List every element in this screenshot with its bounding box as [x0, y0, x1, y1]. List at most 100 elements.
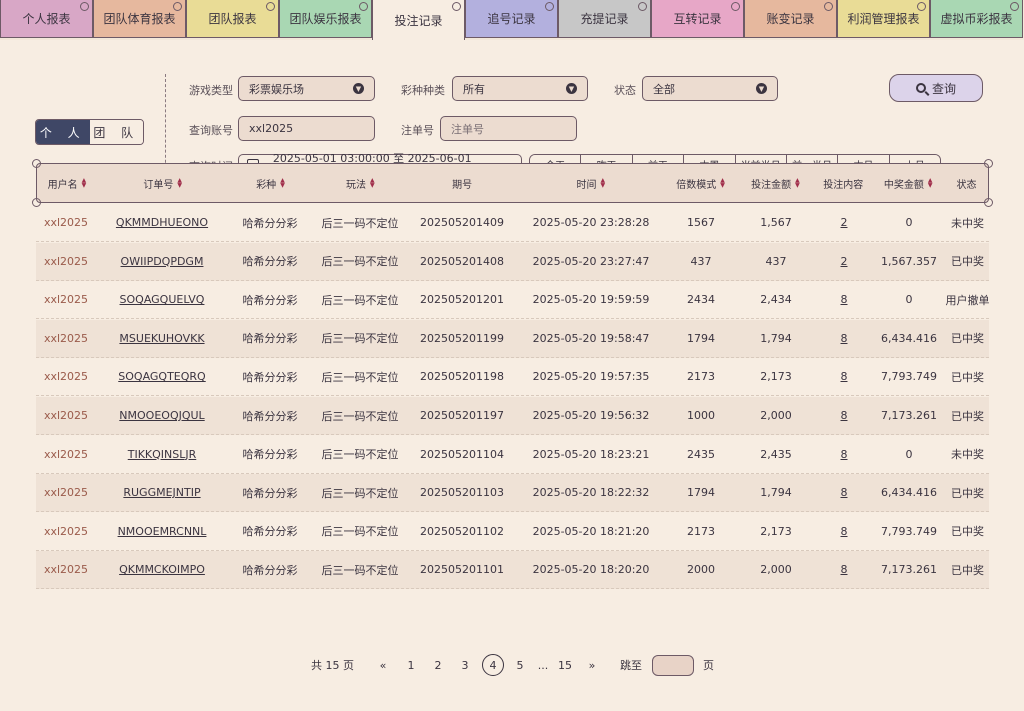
bet-content-link[interactable]: 2	[840, 216, 848, 229]
corner-ornament	[984, 159, 993, 168]
page-ellipsis: ...	[537, 658, 549, 672]
column-header[interactable]: 彩种 ▲ ▼	[229, 176, 313, 191]
order-number-link[interactable]: OWIIPDQPDGM	[120, 254, 204, 268]
sort-icon[interactable]: ▲ ▼	[927, 177, 933, 189]
search-icon	[915, 83, 926, 93]
sort-icon[interactable]: ▲ ▼	[720, 177, 725, 189]
lottery-kind-value: 所有	[463, 82, 485, 96]
play-cell: 后三一码不定位	[321, 563, 399, 577]
order-number-link[interactable]: RUGGMEJNTIP	[123, 486, 201, 500]
column-header[interactable]: 时间 ▲ ▼	[516, 176, 666, 191]
page-number[interactable]: 3	[461, 658, 469, 672]
time-cell: 2025-05-20 23:27:47	[532, 254, 650, 268]
bet-content-link[interactable]: 8	[840, 524, 848, 538]
time-cell: 2025-05-20 23:28:28	[532, 216, 650, 229]
page-number[interactable]: 5	[516, 658, 524, 672]
bet-amount-cell: 2,173	[760, 524, 792, 538]
bet-amount-cell: 2,435	[760, 447, 792, 461]
win-amount-cell: 7,173.261	[881, 563, 937, 577]
tab-3[interactable]: 团队娱乐报表	[279, 0, 372, 38]
column-header[interactable]: 订单号 ▲ ▼	[97, 176, 229, 191]
tab-10[interactable]: 虚拟币彩报表	[930, 0, 1023, 38]
tab-7[interactable]: 互转记录	[651, 0, 744, 38]
tab-1[interactable]: 团队体育报表	[93, 0, 186, 38]
bet-content-link[interactable]: 8	[840, 370, 848, 384]
next-page-icon[interactable]: »	[588, 658, 596, 672]
tab-2[interactable]: 团队报表	[186, 0, 279, 38]
win-amount-cell: 7,793.749	[881, 524, 937, 538]
play-cell: 后三一码不定位	[321, 255, 399, 269]
column-header[interactable]: 投注金额 ▲ ▼	[736, 176, 816, 191]
status-cell: 已中奖	[951, 525, 984, 539]
order-number-link[interactable]: QKMMCKOIMPO	[119, 563, 205, 577]
table-row: xxl2025 NMOOEOQJQUL 哈希分分彩 后三一码不定位 2025052011…	[36, 397, 989, 435]
corner-ornament	[32, 198, 41, 207]
lottery-kind-select[interactable]: 所有 ▼	[452, 76, 588, 101]
column-header-label: 投注内容	[823, 179, 864, 191]
tab-6[interactable]: 充提记录	[558, 0, 651, 38]
multiplier-cell: 2173	[687, 524, 715, 538]
jump-page-input[interactable]	[652, 655, 694, 676]
bet-content-link[interactable]: 2	[840, 254, 848, 268]
order-number-input[interactable]: 注单号	[440, 116, 577, 141]
issue-cell: 202505201408	[420, 254, 504, 268]
bet-amount-cell: 1,794	[760, 331, 792, 345]
chevron-down-icon: ▼	[756, 83, 767, 94]
lottery-cell: 哈希分分彩	[242, 563, 298, 577]
status-cell: 未中奖	[951, 448, 984, 462]
column-header[interactable]: 倍数模式 ▲ ▼	[666, 176, 736, 191]
sort-icon[interactable]: ▲ ▼	[280, 177, 285, 189]
column-header-label: 玩法	[346, 179, 366, 191]
bet-content-link[interactable]: 8	[840, 486, 848, 500]
username-cell: xxl2025	[43, 370, 89, 384]
tab-8[interactable]: 账变记录	[744, 0, 837, 38]
column-header[interactable]: 玩法 ▲ ▼	[312, 176, 408, 191]
prev-page-icon[interactable]: «	[379, 658, 387, 672]
team-toggle-button[interactable]: 团 队	[89, 120, 143, 144]
order-number-link[interactable]: TIKKQINSLJR	[127, 447, 197, 461]
page-number[interactable]: 1	[407, 658, 415, 672]
play-cell: 后三一码不定位	[321, 293, 399, 307]
order-number-link[interactable]: QKMMDHUEONO	[115, 216, 209, 229]
page-number[interactable]: 4	[482, 654, 504, 676]
bet-content-link[interactable]: 8	[840, 447, 848, 461]
account-input[interactable]: xxl2025	[238, 116, 375, 141]
column-header-label: 用户名	[47, 179, 78, 191]
search-button[interactable]: 查询	[889, 74, 983, 102]
tab-4[interactable]: 投注记录	[372, 0, 465, 40]
bet-content-link[interactable]: 8	[840, 563, 848, 577]
sort-icon[interactable]: ▲ ▼	[177, 177, 183, 189]
sort-icon[interactable]: ▲ ▼	[370, 177, 375, 189]
lottery-cell: 哈希分分彩	[242, 332, 298, 346]
order-number-link[interactable]: SOQAGQUELVQ	[119, 293, 205, 307]
tab-5[interactable]: 追号记录	[465, 0, 558, 38]
order-label: 注单号	[401, 124, 434, 137]
order-number-link[interactable]: SOQAGQTEQRQ	[118, 370, 206, 384]
page-number[interactable]: 15	[558, 658, 572, 672]
game-type-select[interactable]: 彩票娱乐场 ▼	[238, 76, 375, 101]
sort-icon[interactable]: ▲ ▼	[795, 177, 800, 189]
order-number-link[interactable]: MSUEKUHOVKK	[119, 331, 205, 345]
lottery-cell: 哈希分分彩	[242, 370, 298, 384]
table-header: 用户名 ▲ ▼ 订单号 ▲ ▼ 彩种 ▲ ▼ 玩法 ▲ ▼ 期号 时间 ▲ ▼ 倍数模式 ▲ ▼ 投注金额 ▲ ▼ 投注内容…	[32, 159, 993, 207]
bet-content-link[interactable]: 8	[840, 293, 848, 307]
column-header-label: 时间	[576, 179, 597, 191]
username-cell: xxl2025	[43, 447, 89, 461]
order-number-link[interactable]: NMOOEOQJQUL	[119, 409, 205, 422]
bet-content-link[interactable]: 8	[840, 409, 848, 422]
bet-amount-cell: 1,794	[760, 486, 792, 500]
sort-icon[interactable]: ▲ ▼	[600, 177, 606, 189]
column-header[interactable]: 中奖金额 ▲ ▼	[871, 176, 945, 191]
column-header-label: 状态	[956, 179, 977, 191]
bet-content-link[interactable]: 8	[840, 331, 848, 345]
individual-toggle-button[interactable]: 个 人	[36, 120, 90, 144]
order-number-link[interactable]: NMOOEMRCNNL	[117, 524, 207, 538]
tab-9[interactable]: 利润管理报表	[837, 0, 930, 38]
tab-0[interactable]: 个人报表	[0, 0, 93, 38]
sort-icon[interactable]: ▲ ▼	[81, 177, 87, 189]
search-button-label: 查询	[931, 81, 956, 96]
page-number[interactable]: 2	[434, 658, 442, 672]
column-header-label: 中奖金额	[883, 179, 924, 191]
column-header[interactable]: 用户名 ▲ ▼	[37, 176, 97, 191]
status-select[interactable]: 全部 ▼	[642, 76, 778, 101]
